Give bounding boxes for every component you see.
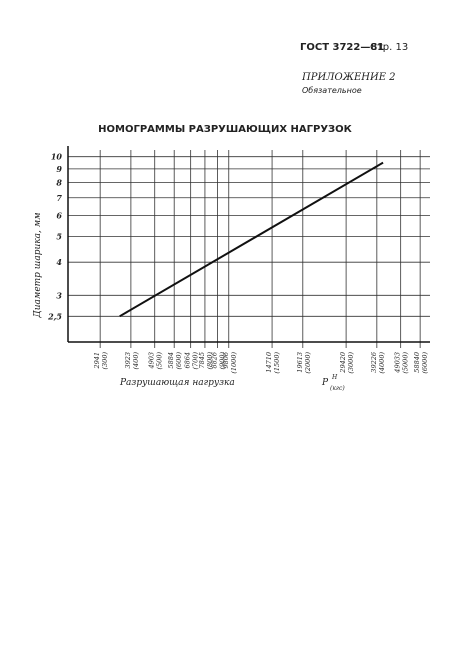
y-tick-label: 4 (56, 257, 62, 267)
x-tick-label: 3923 (124, 352, 132, 369)
page-number: Стр. 13 (370, 42, 408, 53)
x-tick-sublabel: (900) (219, 352, 227, 370)
status: Обязательное (302, 86, 362, 95)
x-tick-sublabel: (3000) (347, 352, 355, 374)
chart-title: НОМОГРАММЫ РАЗРУШАЮЩИХ НАГРУЗОК (98, 124, 352, 135)
y-tick-label: 10 (51, 152, 63, 162)
x-tick-label: 19613 (296, 352, 304, 373)
x-axis-label: Разрушающая нагрузка (119, 378, 235, 388)
y-tick-label: 9 (56, 164, 62, 174)
x-tick-label: 2941 (93, 352, 101, 370)
x-tick-sublabel: (500) (156, 352, 164, 370)
x-tick-sublabel: (5000) (402, 352, 410, 374)
y-tick-label: 2,5 (47, 311, 62, 321)
x-tick-sublabel: (6000) (421, 352, 429, 374)
y-tick-label: 7 (56, 193, 62, 203)
x-tick-label: 5884 (167, 352, 175, 369)
y-axis-label: Диаметр шарика, мм (33, 212, 43, 318)
x-tick-sublabel: (1000) (230, 352, 238, 374)
standard: ГОСТ 3722—81 (300, 42, 384, 53)
x-axis-symbol: Р (321, 378, 329, 388)
x-tick-sublabel: (800) (206, 352, 214, 370)
x-tick-sublabel: (400) (132, 352, 140, 370)
x-tick-label: 9806 (222, 352, 230, 369)
x-tick-sublabel: (1500) (273, 352, 281, 374)
x-tick-label: 29420 (339, 352, 347, 374)
x-tick-label: 4903 (148, 352, 156, 370)
x-tick-label: 8826 (211, 352, 219, 369)
x-axis-superscript: Н (331, 374, 338, 381)
x-tick-sublabel: (300) (101, 352, 109, 370)
x-tick-label: 7845 (198, 352, 206, 369)
x-tick-sublabel: (600) (175, 352, 183, 370)
x-tick-sublabel: (2000) (304, 352, 312, 374)
x-tick-sublabel: (4000) (378, 352, 386, 374)
y-tick-label: 6 (56, 211, 62, 221)
y-tick-label: 5 (56, 232, 62, 242)
x-tick-label: 49033 (394, 352, 402, 374)
x-tick-label: 6864 (184, 352, 192, 369)
appendix: ПРИЛОЖЕНИЕ 2 (301, 72, 396, 83)
y-tick-label: 3 (56, 290, 62, 300)
line (119, 161, 384, 318)
x-tick-sublabel: (700) (192, 352, 200, 370)
x-tick-label: 14710 (265, 352, 273, 373)
y-tick-label: 8 (56, 177, 62, 187)
x-tick-label: 39226 (370, 352, 378, 373)
x-axis-subscript: (кгс) (330, 385, 345, 392)
x-tick-label: 58840 (413, 352, 421, 373)
